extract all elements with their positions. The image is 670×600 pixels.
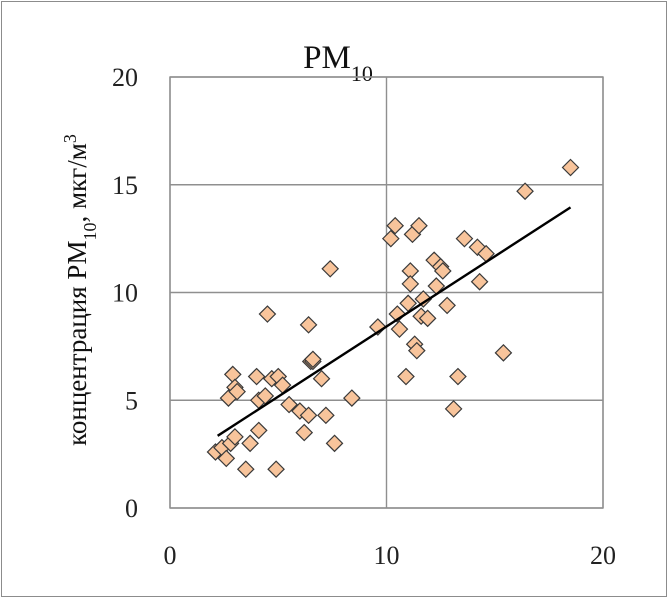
- x-tick-label: 0: [164, 541, 177, 570]
- data-point: [249, 421, 268, 440]
- chart-title-subscript: 10: [351, 61, 373, 86]
- data-point: [241, 434, 259, 453]
- data-point: [470, 272, 489, 291]
- y-tick-label: 0: [125, 494, 138, 523]
- data-point: [321, 259, 340, 278]
- data-point: [494, 343, 513, 362]
- data-points: [206, 158, 580, 479]
- trend-line: [216, 206, 572, 437]
- data-point: [401, 275, 420, 293]
- data-point: [299, 315, 318, 334]
- data-point: [267, 460, 285, 479]
- data-point: [516, 182, 534, 201]
- data-point: [449, 367, 467, 386]
- data-point: [217, 449, 236, 468]
- data-point: [381, 229, 400, 248]
- data-point: [317, 406, 335, 425]
- data-point: [407, 341, 426, 360]
- data-point: [280, 395, 298, 414]
- x-tick-labels: 0 10 20: [164, 541, 617, 570]
- data-point: [247, 367, 266, 386]
- data-point: [433, 262, 452, 280]
- data-point: [226, 428, 244, 446]
- data-point: [223, 365, 242, 384]
- x-tick-label: 20: [590, 541, 616, 570]
- data-point: [236, 460, 255, 479]
- data-point: [299, 406, 318, 425]
- data-point: [295, 423, 314, 442]
- data-point: [386, 216, 405, 235]
- data-point: [410, 216, 428, 235]
- data-point: [414, 290, 433, 308]
- data-point: [304, 350, 322, 369]
- data-point: [444, 400, 463, 418]
- data-point: [418, 309, 437, 328]
- y-tick-label: 20: [112, 63, 138, 92]
- chart-title: PM10: [303, 40, 373, 86]
- data-point: [258, 305, 277, 323]
- data-point: [228, 382, 246, 401]
- y-tick-labels: 0 5 10 15 20: [112, 63, 138, 523]
- data-point: [368, 318, 387, 336]
- y-tick-label: 5: [125, 386, 138, 415]
- data-point: [343, 389, 361, 407]
- y-tick-label: 15: [112, 171, 138, 200]
- data-point: [561, 158, 580, 177]
- data-point: [438, 296, 456, 315]
- data-point: [312, 369, 331, 388]
- y-tick-label: 10: [112, 279, 138, 308]
- x-tick-label: 10: [374, 541, 400, 570]
- data-point: [455, 229, 474, 248]
- data-point: [325, 434, 344, 453]
- y-axis-label: концентрация PM10, мкг/м3: [60, 134, 100, 446]
- plot-area-border: [169, 76, 604, 509]
- data-point: [390, 320, 409, 338]
- data-point: [397, 367, 415, 386]
